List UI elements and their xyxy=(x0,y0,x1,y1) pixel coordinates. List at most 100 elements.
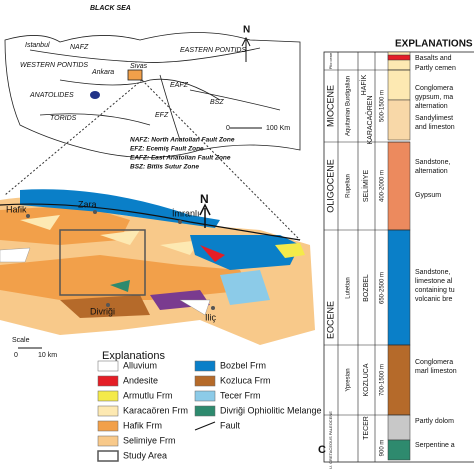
north-label: N xyxy=(243,25,250,36)
north-arrow xyxy=(199,203,211,228)
legend-swatch xyxy=(97,390,119,402)
north-arrow xyxy=(241,36,251,62)
epoch-label: MIOCENE xyxy=(325,85,335,127)
epoch-label: Plio cene xyxy=(328,52,333,69)
fault xyxy=(29,47,261,63)
town-label: Iliç xyxy=(205,312,216,322)
geologic-map xyxy=(0,189,315,345)
fault-label: BSZ xyxy=(210,99,224,106)
inset-map xyxy=(4,32,301,158)
town-label: Zara xyxy=(78,199,97,209)
town xyxy=(178,220,182,224)
description: Basalts and xyxy=(415,55,452,62)
legend-swatch xyxy=(97,420,119,432)
description: gypsum, ma xyxy=(415,94,453,101)
legend-label: Hafik Frm xyxy=(123,420,162,430)
fault-label: NAFZ xyxy=(70,44,89,51)
fault-note: BSZ: Bitlis Sutur Zone xyxy=(130,164,199,171)
description: Sandylimest xyxy=(415,115,453,122)
epoch-label: EOCENE xyxy=(325,301,335,339)
scale-title: Scale xyxy=(12,337,30,344)
column-title: EXPLANATIONS xyxy=(395,39,473,50)
town xyxy=(211,306,215,310)
formation-label: HAFİK xyxy=(359,74,368,95)
coastline xyxy=(4,32,301,158)
description: Partly cemen xyxy=(415,65,456,72)
thickness-label: 650-2500 m xyxy=(380,272,386,304)
description: Partly dolom xyxy=(415,418,454,425)
legend-label: Andesite xyxy=(123,375,158,385)
legend-label: Armutlu Frm xyxy=(123,390,173,400)
epoch-label: OLIGOCENE xyxy=(325,159,335,213)
description: alternation xyxy=(415,103,448,110)
thickness-label: 700-1500 m xyxy=(380,364,386,396)
fault-label: EFZ xyxy=(155,112,169,119)
description: and limeston xyxy=(415,124,455,131)
legend-swatch xyxy=(97,375,119,387)
lithology-unit xyxy=(387,344,411,416)
legend-label: Bozbel Frm xyxy=(220,360,266,370)
description: alternation xyxy=(415,168,448,175)
fault xyxy=(189,89,281,111)
legend-swatch xyxy=(97,435,119,447)
legend-label: Fault xyxy=(220,420,241,430)
scale-label: 0 xyxy=(14,352,18,359)
description: containing tu xyxy=(415,287,455,294)
description: Sandstone, xyxy=(415,269,450,276)
lithology-unit xyxy=(387,439,411,461)
town-label: Hafik xyxy=(6,204,27,214)
legend-swatch xyxy=(194,421,216,431)
north-label: N xyxy=(200,192,209,206)
city-label: Ankara xyxy=(91,69,114,76)
sea-label: BLACK SEA xyxy=(90,5,131,12)
town-label: İmranlı xyxy=(172,208,200,218)
legend-swatch xyxy=(194,375,216,387)
lithology-unit xyxy=(387,54,411,61)
stage-label: Ypresian xyxy=(346,368,352,391)
epoch-label: U. CRETACEOUS PALEOCENE xyxy=(328,411,333,469)
legend-swatch xyxy=(97,405,119,417)
formation-label: BOZBEL xyxy=(363,274,370,302)
city-label: Sivas xyxy=(130,63,148,70)
legend-swatch xyxy=(194,405,216,417)
formation-label: KOZLUCA xyxy=(363,363,370,396)
town xyxy=(93,210,97,214)
legend-label: Alluvium xyxy=(123,360,157,370)
region-label: ANATOLIDES xyxy=(29,92,74,99)
fault-label: EAFZ xyxy=(170,82,189,89)
lithology-unit xyxy=(387,229,411,346)
formation-label: KARACAÖREN xyxy=(366,95,374,144)
stage-label: Aquitanian Burdigalian xyxy=(346,76,352,136)
callout xyxy=(4,79,301,241)
legend-title: Explanations xyxy=(102,350,165,362)
formation-label: TECER xyxy=(363,416,370,440)
thickness-label: 500-1500 m xyxy=(380,90,386,122)
formation-label: SELİMİYE xyxy=(361,170,370,203)
thickness-label: 400-2000 m xyxy=(380,170,386,202)
description: Sandstone, xyxy=(415,159,450,166)
lithology-unit xyxy=(387,99,411,141)
description: volcanic bre xyxy=(415,296,452,303)
study-area xyxy=(127,69,143,81)
legend-label: Study Area xyxy=(123,450,167,460)
lithology-unit xyxy=(387,141,411,231)
legend-label: Karacaören Frm xyxy=(123,405,188,415)
description: marl limeston xyxy=(415,368,457,375)
fault-note: EAFZ: East Anatolian Fault Zone xyxy=(130,155,231,162)
legend-swatch xyxy=(194,360,216,372)
lake xyxy=(90,91,100,99)
legend-label: Kozluca Frm xyxy=(220,375,271,385)
description: limestone al xyxy=(415,278,453,285)
thickness-label: 900 m xyxy=(380,440,386,457)
legend-swatch xyxy=(97,450,119,462)
description: Conglomera xyxy=(415,85,453,92)
legend-label: Divriği Ophiolitic Melange xyxy=(220,405,322,415)
legend-swatch xyxy=(97,360,119,372)
town xyxy=(26,214,30,218)
fault-note: EFZ: Ecemiş Fault Zone xyxy=(130,146,204,153)
legend-label: Selimiye Frm xyxy=(123,435,176,445)
scale-label: 0 xyxy=(226,125,230,132)
legend-label: Tecer Frm xyxy=(220,390,261,400)
city-label: Istanbul xyxy=(25,42,50,49)
